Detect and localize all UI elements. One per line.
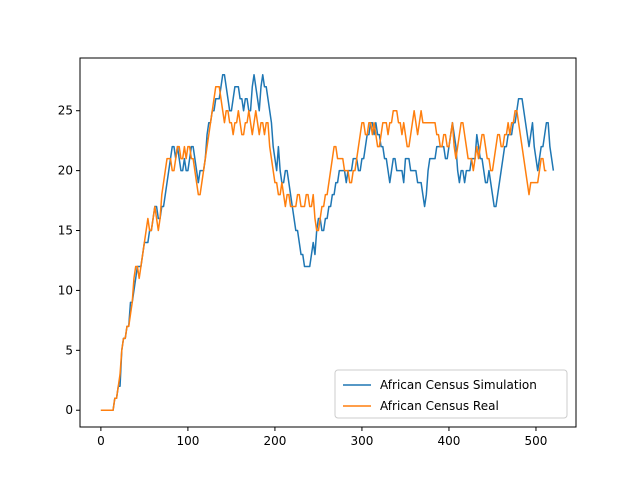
x-axis: 0 100 200 300 400 500 <box>97 427 547 448</box>
x-tick-label-4: 400 <box>438 434 461 448</box>
plot-frame <box>79 57 577 428</box>
y-tick-label-2: 10 <box>58 283 73 297</box>
series-line-1 <box>100 86 547 411</box>
legend: African Census Simulation African Census … <box>334 369 568 419</box>
legend-label-0: African Census Simulation <box>380 378 537 392</box>
x-tick-label-1: 100 <box>176 434 199 448</box>
y-tick-label-3: 15 <box>58 224 73 238</box>
y-tick-label-4: 20 <box>58 164 73 178</box>
legend-label-1: African Census Real <box>380 399 499 413</box>
x-tick-label-0: 0 <box>97 434 105 448</box>
x-tick-label-3: 300 <box>350 434 373 448</box>
legend-box <box>334 369 568 419</box>
series-layer <box>100 74 555 411</box>
y-tick-label-0: 0 <box>65 403 73 417</box>
y-tick-label-5: 25 <box>58 104 73 118</box>
y-axis: 0 5 10 15 20 25 <box>58 104 80 417</box>
x-tick-label-2: 200 <box>263 434 286 448</box>
plot-area <box>80 58 576 427</box>
x-tick-label-5: 500 <box>525 434 548 448</box>
y-tick-label-1: 5 <box>65 343 73 357</box>
